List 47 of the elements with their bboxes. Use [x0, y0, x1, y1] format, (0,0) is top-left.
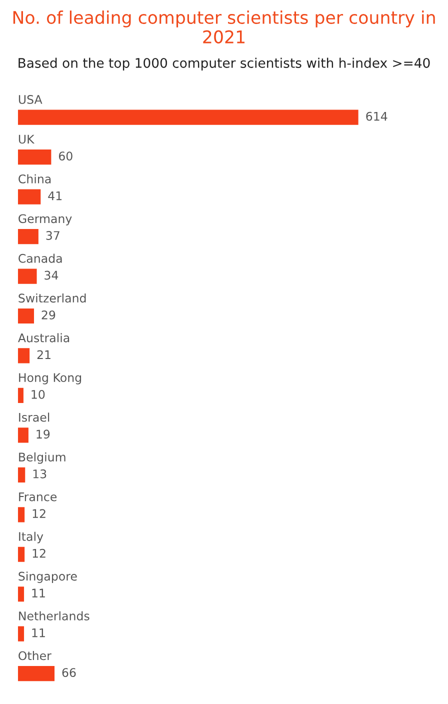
bar	[18, 110, 358, 125]
bar	[18, 428, 28, 443]
bar	[18, 666, 55, 682]
data-label: 10	[32, 390, 45, 399]
bar	[18, 189, 41, 204]
data-label: 11	[32, 628, 45, 638]
y-tick-label: Israel	[19, 412, 50, 422]
data-label: 12	[32, 548, 46, 558]
bar	[18, 546, 25, 562]
data-label: 29	[42, 310, 56, 320]
data-label: 37	[46, 231, 60, 240]
bar	[18, 586, 24, 602]
data-label: 11	[32, 588, 45, 598]
bar	[18, 308, 34, 324]
data-label: 34	[44, 270, 58, 280]
y-tick-label: France	[19, 492, 57, 502]
y-tick-label: Other	[18, 651, 52, 660]
bar	[18, 348, 30, 364]
data-label: 12	[32, 509, 46, 518]
y-tick-label: Hong Kong	[19, 373, 82, 384]
y-tick-label: Australia	[18, 333, 70, 342]
bar	[18, 228, 38, 244]
bar	[18, 268, 37, 284]
chart-title: No. of leading computer scientists per country in 2021	[13, 10, 435, 44]
data-label: 60	[58, 152, 72, 160]
chart-subtitle: Based on the top 1000 computer scientists with h-index >=40	[18, 58, 430, 70]
data-label: 41	[48, 191, 62, 200]
y-tick-label: Canada	[18, 254, 62, 263]
y-tick-label: Italy	[19, 532, 44, 544]
data-label: 13	[33, 469, 46, 478]
bar	[18, 467, 26, 482]
y-tick-label: UK	[18, 134, 35, 144]
y-tick-label: Singapore	[18, 572, 77, 583]
bar	[18, 150, 52, 165]
bar	[18, 388, 24, 404]
y-tick-label: Switzerland	[18, 293, 86, 303]
data-label: 614	[366, 112, 388, 121]
data-label: 19	[36, 430, 50, 439]
y-tick-label: Netherlands	[19, 611, 90, 620]
bar	[18, 626, 24, 642]
bar	[18, 507, 25, 522]
y-tick-label: Belgium	[19, 452, 66, 464]
data-label: 66	[62, 668, 76, 677]
data-label: 21	[37, 350, 50, 359]
y-tick-label: China	[18, 174, 51, 184]
y-tick-label: USA	[18, 95, 42, 104]
y-tick-label: Germany	[18, 214, 72, 226]
